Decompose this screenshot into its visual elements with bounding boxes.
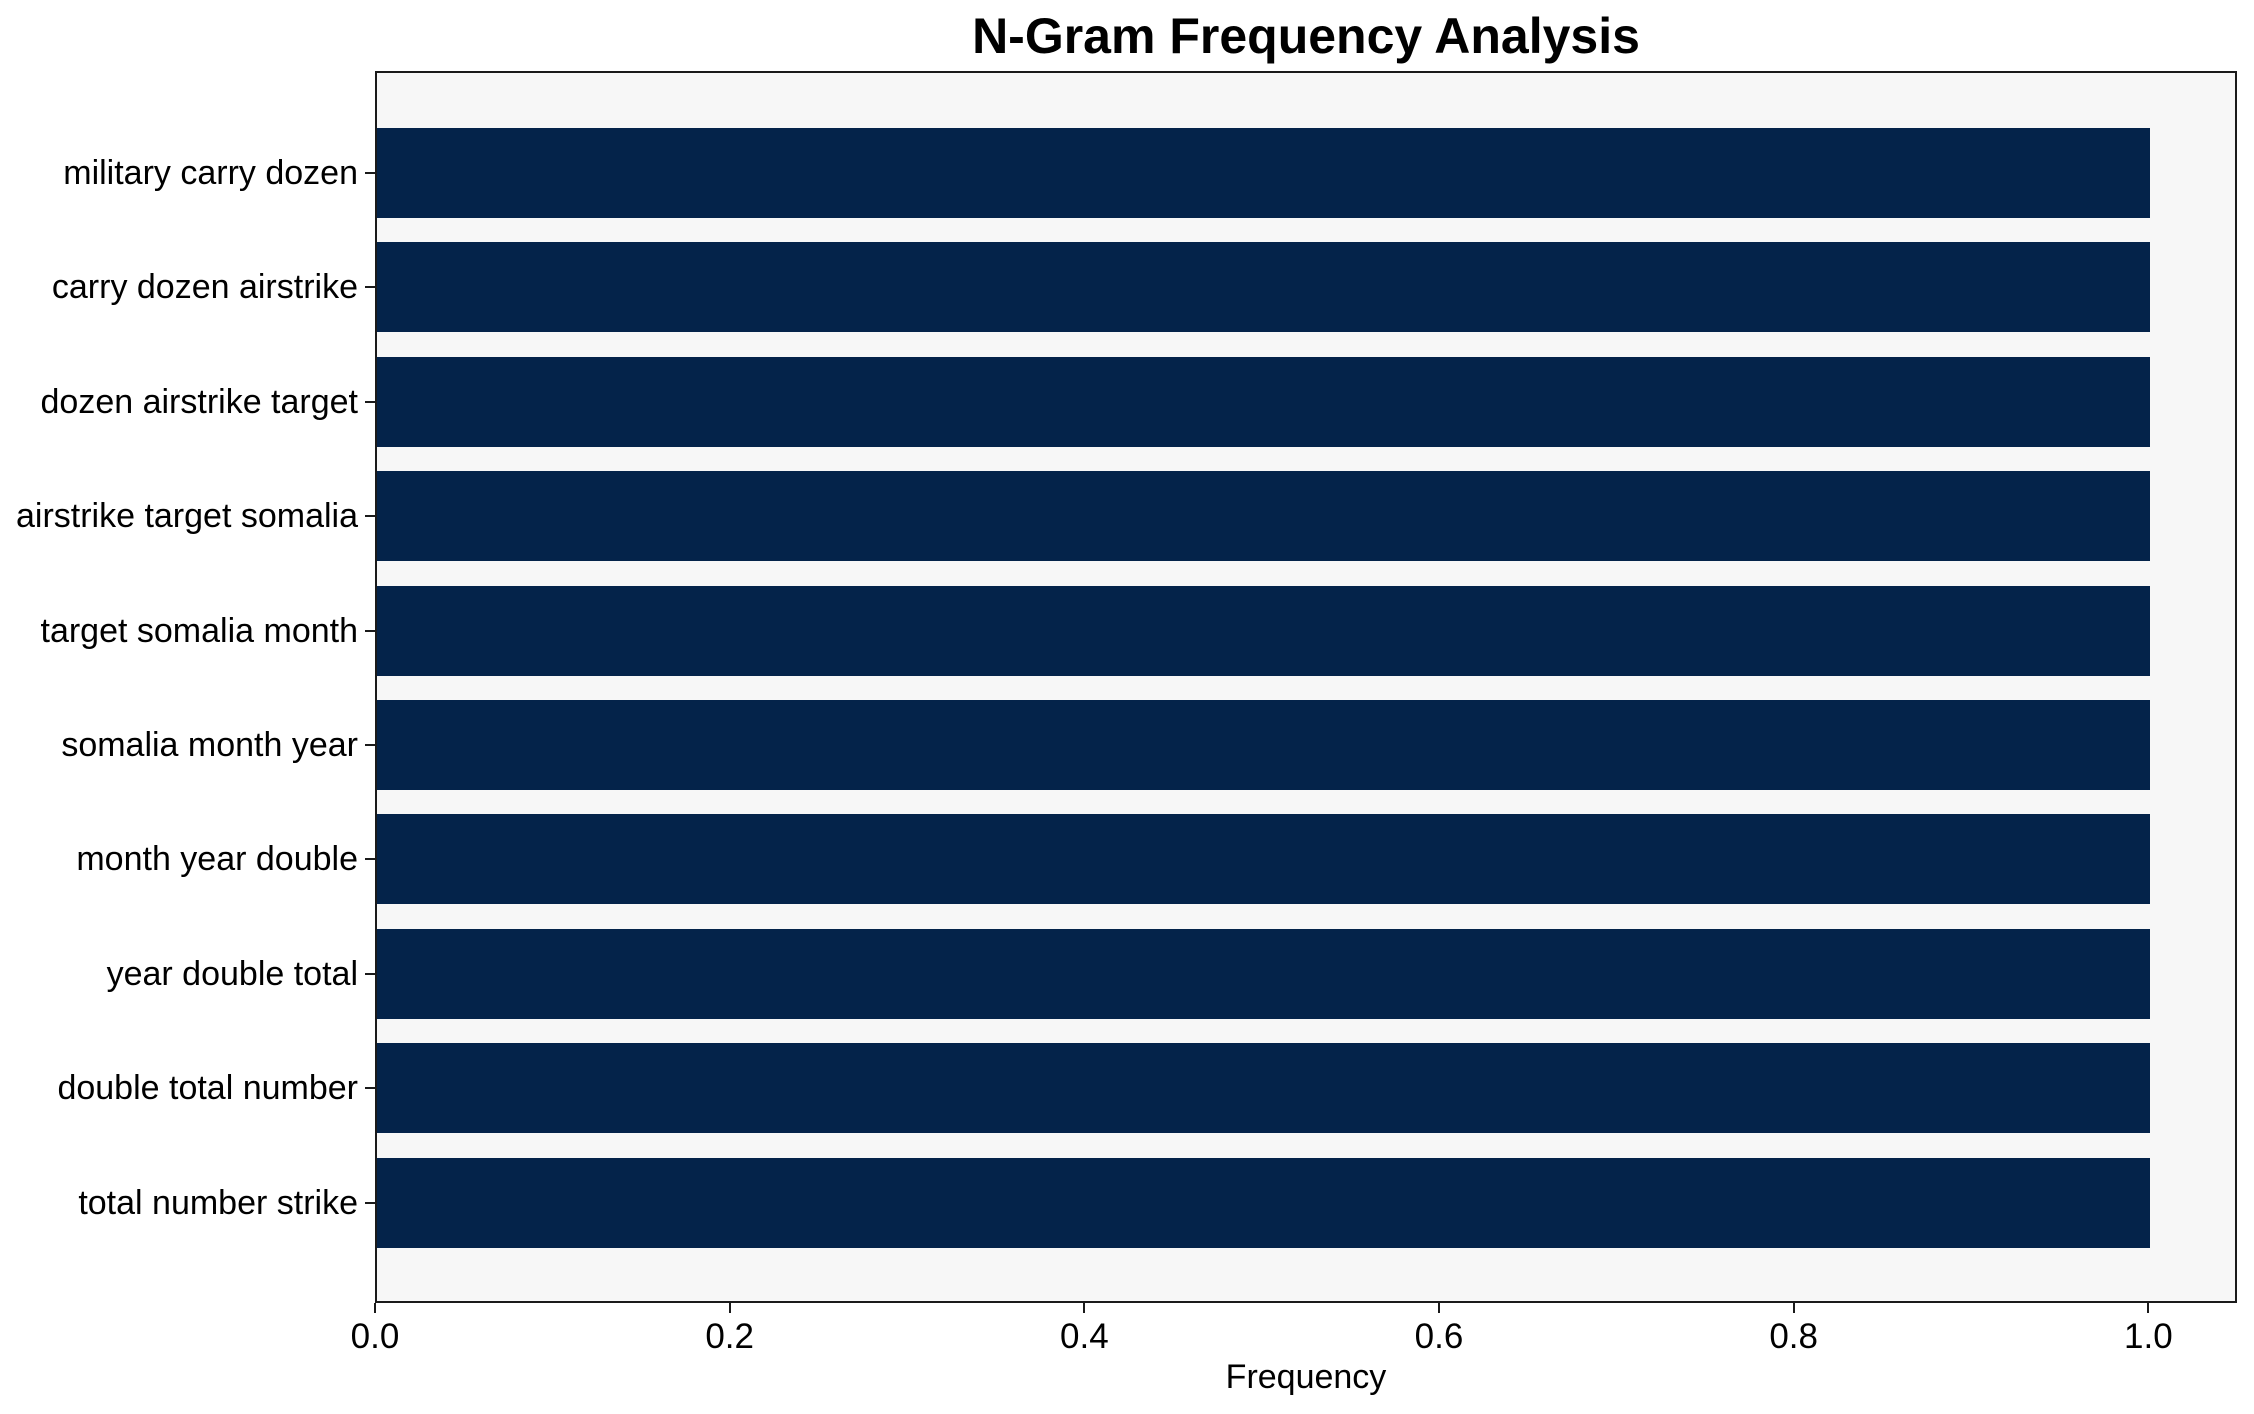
x-tick-label: 1.0	[2124, 1317, 2173, 1356]
y-tick-mark	[365, 629, 375, 632]
category-label: somalia month year	[61, 726, 358, 764]
bar	[377, 1043, 2150, 1134]
x-axis-label: Frequency	[1225, 1358, 1387, 1396]
category-label: target somalia month	[40, 611, 359, 650]
category-label: military carry dozen	[63, 154, 358, 192]
bar	[377, 128, 2150, 218]
y-tick-mark	[365, 515, 375, 518]
x-tick-label: 0.6	[1414, 1317, 1464, 1356]
bar	[377, 356, 2150, 447]
y-tick-mark	[365, 858, 375, 861]
bar	[377, 242, 2150, 333]
x-tick-mark	[374, 1303, 376, 1313]
bar	[377, 585, 2150, 676]
category-label: month year double	[76, 840, 358, 879]
bar	[377, 928, 2150, 1019]
y-tick-mark	[365, 1201, 375, 1204]
y-tick-mark	[365, 1087, 375, 1090]
x-tick-mark	[1083, 1303, 1086, 1313]
y-tick-mark	[365, 400, 375, 403]
y-tick-mark	[365, 972, 375, 975]
category-label: total number strike	[78, 1183, 358, 1222]
y-tick-mark	[365, 286, 375, 289]
x-tick-mark	[728, 1303, 731, 1313]
category-label: year double total	[106, 954, 358, 993]
y-tick-mark	[365, 744, 375, 746]
chart-title: N-Gram Frequency Analysis	[972, 8, 1640, 64]
category-label: double total number	[57, 1069, 358, 1108]
bar	[377, 814, 2150, 905]
x-tick-label: 0.8	[1769, 1317, 1818, 1356]
x-tick-label: 0.4	[1060, 1317, 1109, 1356]
y-tick-mark	[365, 172, 375, 174]
x-tick-label: 0.2	[705, 1317, 754, 1356]
category-label: airstrike target somalia	[15, 497, 358, 536]
x-tick-mark	[1792, 1303, 1795, 1313]
bar	[377, 471, 2150, 562]
category-label: carry dozen airstrike	[51, 268, 358, 307]
category-label: dozen airstrike target	[40, 382, 359, 421]
x-tick-label: 0.0	[350, 1317, 400, 1356]
x-tick-mark	[2147, 1303, 2150, 1313]
x-tick-mark	[1438, 1303, 1440, 1313]
bar	[377, 700, 2150, 790]
bar	[377, 1157, 2150, 1248]
